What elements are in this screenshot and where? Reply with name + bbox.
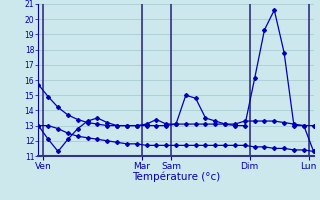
- X-axis label: Température (°c): Température (°c): [132, 172, 220, 182]
